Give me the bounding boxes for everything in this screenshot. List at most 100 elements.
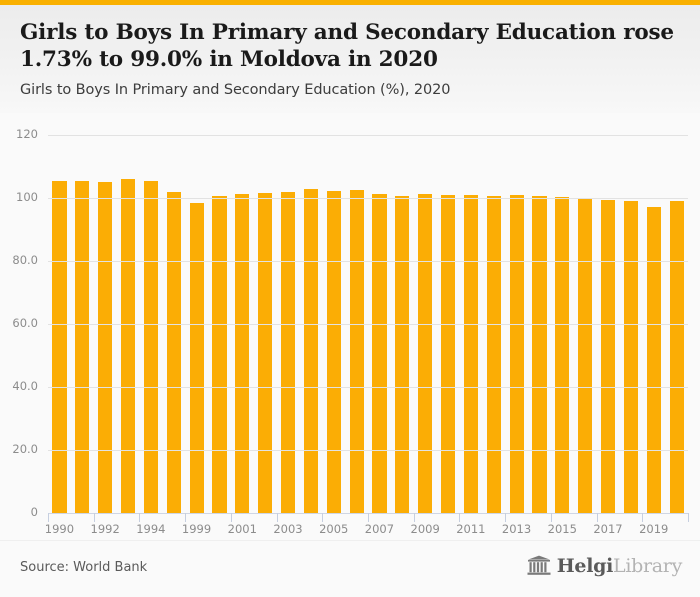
gridline	[48, 450, 688, 451]
bar[interactable]	[280, 191, 296, 513]
y-axis-tick-label: 80.0	[12, 253, 38, 267]
bar-slot	[368, 135, 391, 513]
x-axis-tick-label: 2011	[456, 522, 486, 536]
x-axis-tick-label: 2017	[593, 522, 623, 536]
x-axis-tick	[230, 513, 232, 522]
bar[interactable]	[120, 179, 136, 513]
x-axis-tick-label: 2015	[547, 522, 577, 536]
bar-slot	[482, 135, 505, 513]
bar-slot	[299, 135, 322, 513]
x-axis-tick	[459, 513, 461, 522]
bar[interactable]	[646, 206, 661, 513]
bar-slot	[619, 135, 642, 513]
bar-slot	[185, 135, 208, 513]
bar[interactable]	[143, 181, 158, 513]
bar-slot	[665, 135, 688, 513]
bar[interactable]	[555, 197, 570, 513]
bar-slot	[597, 135, 620, 513]
bar-slot	[414, 135, 437, 513]
bar[interactable]	[395, 195, 410, 513]
gridline	[48, 324, 688, 325]
x-axis-tick	[139, 513, 141, 522]
logo-text-light: Library	[613, 555, 682, 577]
bar[interactable]	[166, 191, 181, 513]
y-axis-tick-label: 40.0	[12, 379, 38, 393]
bar[interactable]	[372, 193, 387, 513]
bar-slot	[574, 135, 597, 513]
x-axis-tick-label: 2019	[639, 522, 669, 536]
bar[interactable]	[235, 194, 250, 513]
bar[interactable]	[212, 196, 227, 513]
bar[interactable]	[600, 199, 616, 513]
y-axis-tick-label: 100	[16, 190, 38, 204]
x-axis-tick	[93, 513, 95, 522]
gridline	[48, 198, 688, 199]
bar-slot	[71, 135, 94, 513]
y-axis-tick-label: 120	[16, 127, 38, 141]
chart-area: 120 100 80.0 60.0 40.0 20.0 0 1990 1992 1994 1999…	[0, 113, 700, 540]
gridline	[48, 387, 688, 388]
bar-slot	[277, 135, 300, 513]
bar-slot	[322, 135, 345, 513]
bar-slot	[231, 135, 254, 513]
x-axis-tick	[48, 513, 49, 522]
plot-region	[48, 135, 688, 513]
bar-slot	[162, 135, 185, 513]
bar[interactable]	[669, 201, 684, 513]
bar[interactable]	[418, 194, 433, 513]
helgi-library-logo[interactable]: HelgiLibrary	[527, 555, 682, 577]
bar[interactable]	[623, 201, 638, 513]
top-accent-bar	[0, 0, 700, 5]
logo-text-bold: Helgi	[556, 555, 614, 577]
bar[interactable]	[486, 195, 501, 513]
bar[interactable]	[75, 180, 90, 513]
bar-slot	[139, 135, 162, 513]
bar-slot	[208, 135, 231, 513]
x-axis-tick	[596, 513, 598, 522]
building-columns-icon	[527, 555, 551, 575]
x-axis-tick-label: 2007	[364, 522, 395, 536]
bar-slot	[505, 135, 528, 513]
bar-slot	[459, 135, 482, 513]
x-axis-tick-label: 2005	[319, 522, 349, 536]
x-axis-tick	[688, 513, 689, 522]
bar-slot	[528, 135, 551, 513]
x-axis-tick-label: 1990	[44, 522, 75, 536]
x-axis-tick	[185, 513, 187, 522]
bar[interactable]	[189, 202, 204, 513]
bar[interactable]	[303, 189, 318, 513]
bar-slot	[254, 135, 277, 513]
bar-slot	[437, 135, 460, 513]
bar-slot	[642, 135, 665, 513]
y-axis-tick-label: 0	[30, 505, 38, 519]
x-axis-tick-label: 2001	[227, 522, 257, 536]
x-axis-tick	[276, 513, 278, 522]
bar-slot	[117, 135, 140, 513]
x-axis-tick-label: 1994	[136, 522, 166, 536]
x-axis-tick-label: 1992	[90, 522, 120, 536]
bar-slot	[94, 135, 117, 513]
y-axis-tick-label: 20.0	[12, 442, 38, 456]
source-label: Source: World Bank	[20, 560, 148, 575]
bar[interactable]	[349, 190, 364, 513]
bar[interactable]	[258, 192, 273, 513]
bar[interactable]	[578, 198, 593, 513]
x-axis-tick	[413, 513, 415, 522]
bar-slot	[48, 135, 71, 513]
x-axis-tick-label: 2013	[501, 522, 532, 536]
bar[interactable]	[440, 194, 456, 513]
bar[interactable]	[532, 196, 547, 513]
x-axis-tick	[368, 513, 369, 522]
chart-header: Girls to Boys In Primary and Secondary E…	[0, 5, 700, 113]
bar-slot	[551, 135, 574, 513]
x-axis-labels: 1990 1992 1994 1999 2001 2003 2005 2007 2009 2011…	[44, 522, 688, 540]
x-axis-tick	[322, 513, 324, 522]
x-axis-tick-label: 2003	[273, 522, 303, 536]
bar[interactable]	[509, 195, 524, 513]
bar[interactable]	[326, 191, 341, 513]
bar[interactable]	[98, 181, 113, 513]
bar[interactable]	[52, 181, 67, 513]
x-axis-tick	[550, 513, 552, 522]
bar[interactable]	[463, 194, 478, 513]
logo-text: HelgiLibrary	[556, 555, 683, 577]
